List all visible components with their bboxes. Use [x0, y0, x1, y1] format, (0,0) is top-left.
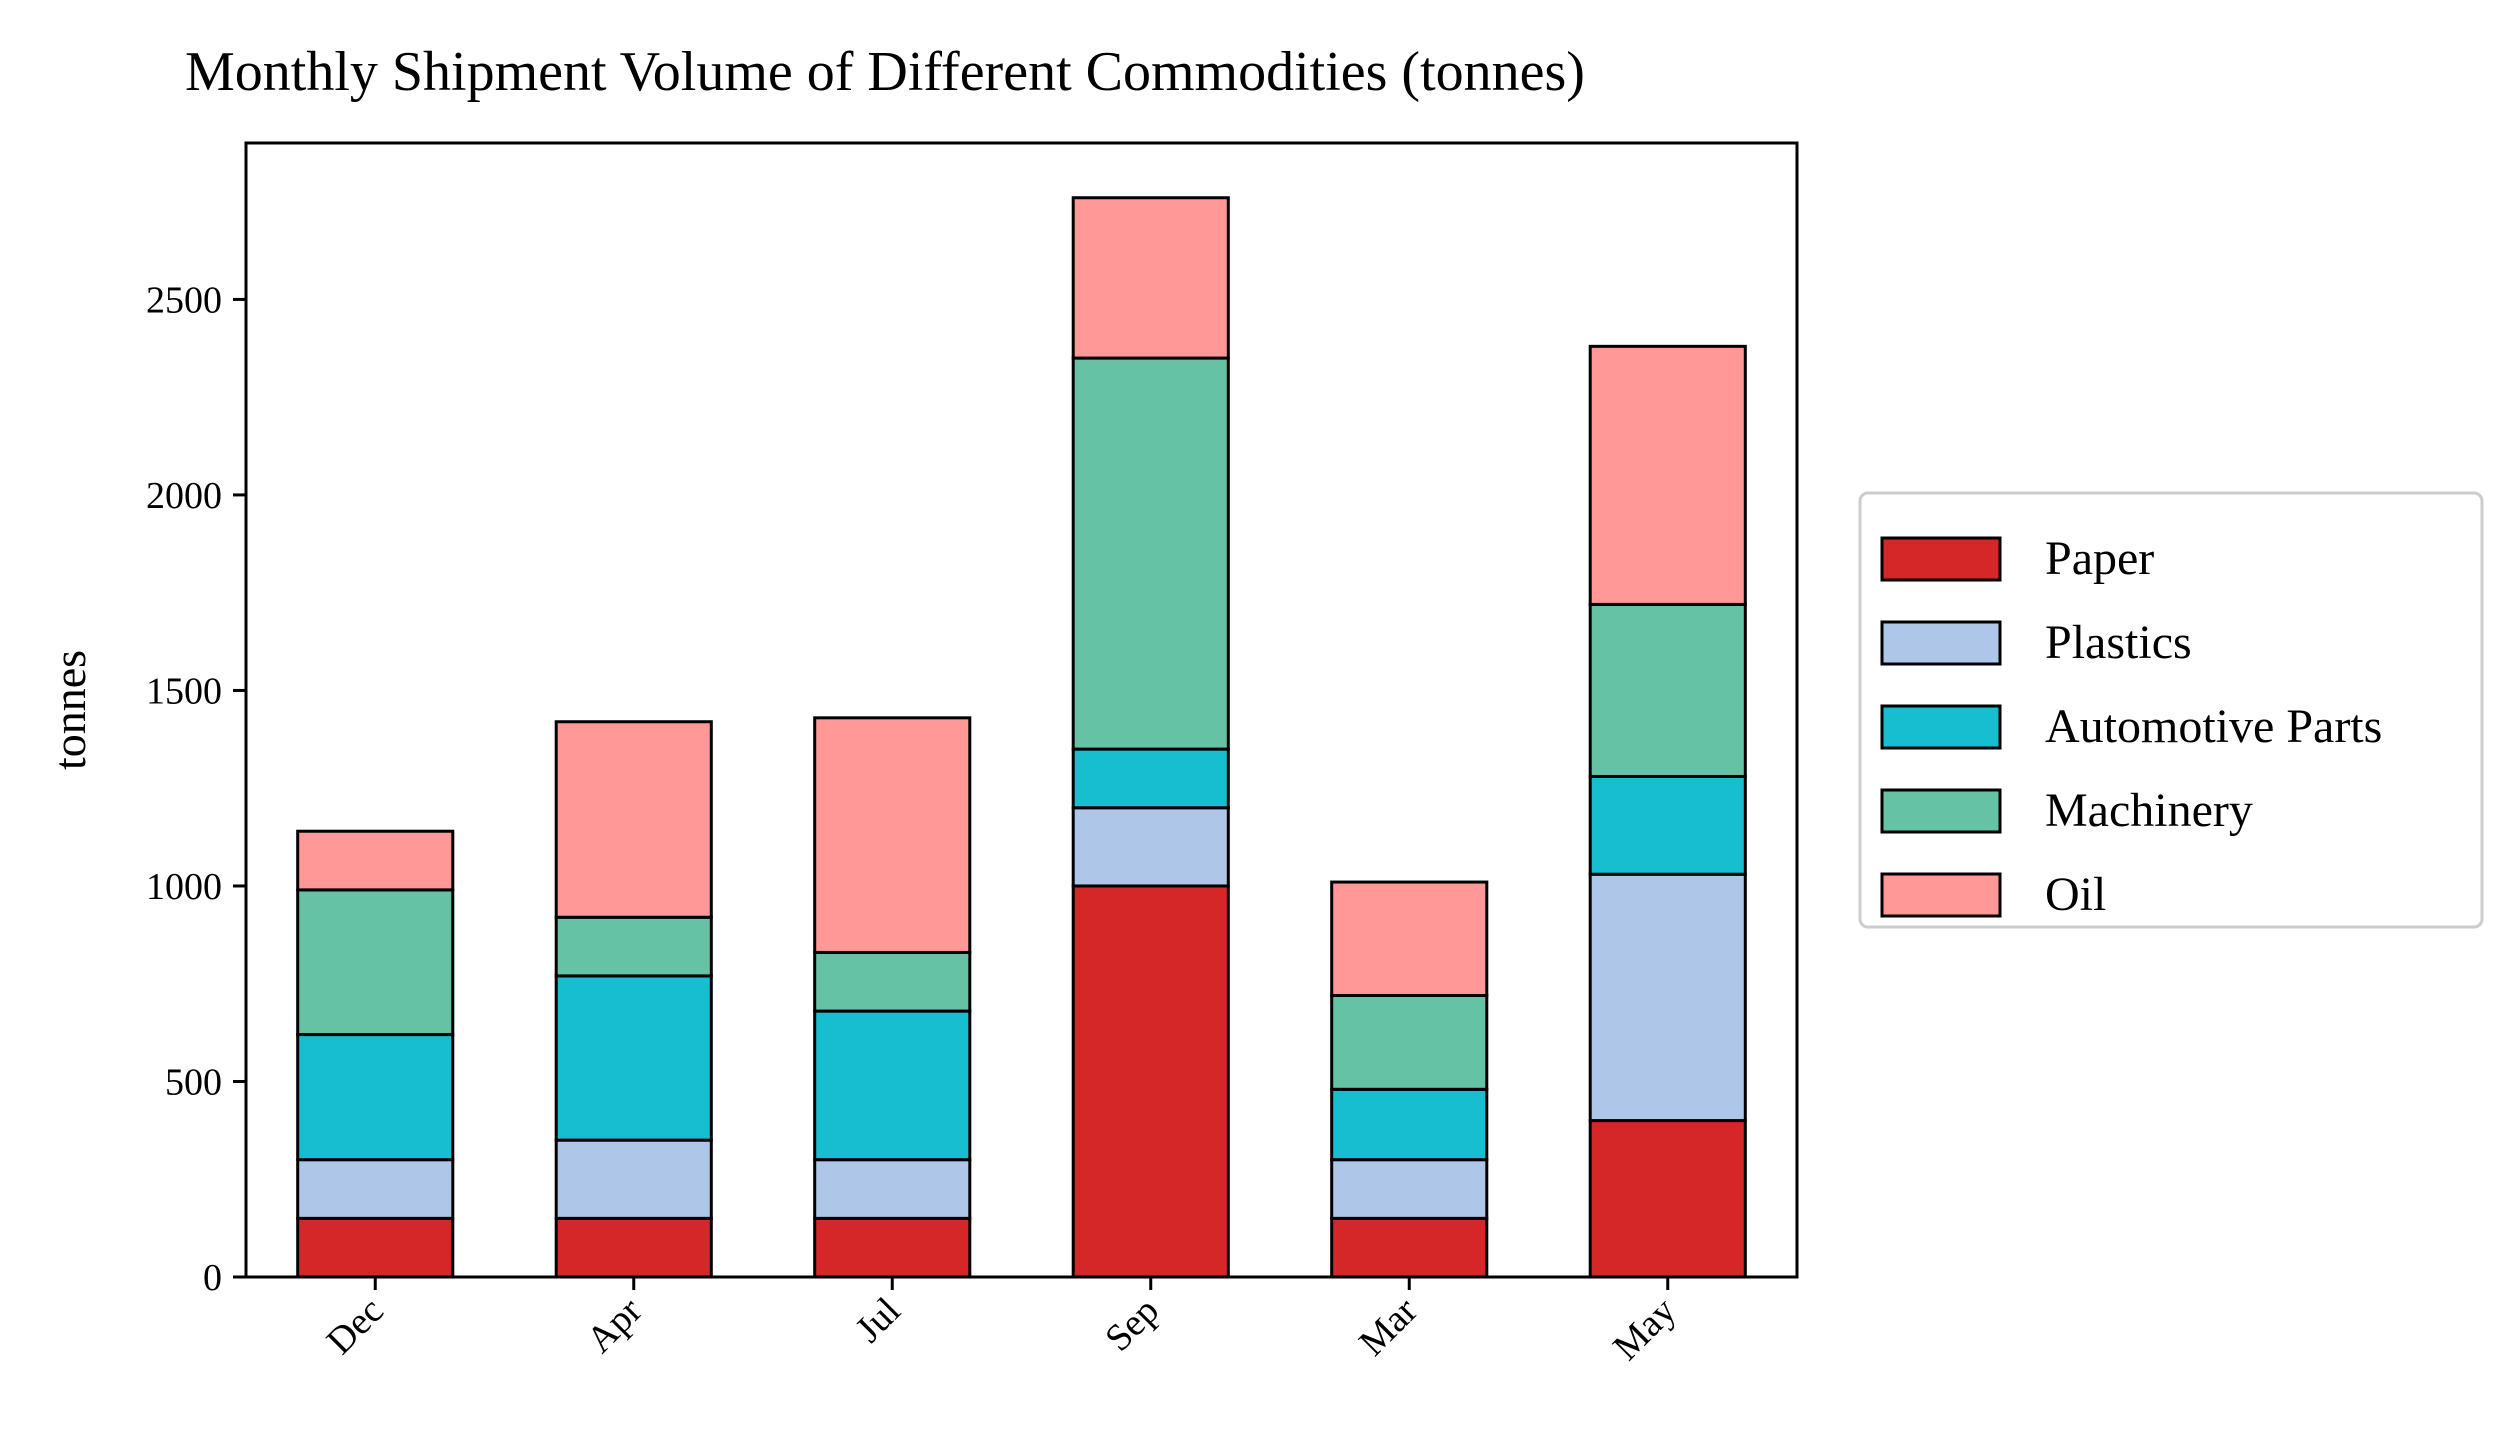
bar-plastics-sep	[1071, 806, 1230, 888]
bar-paper-may	[1588, 1119, 1747, 1279]
y-tick-label: 2000	[146, 475, 222, 517]
legend-label-plastics: Plastics	[2045, 616, 2192, 669]
legend-swatch-oil	[1880, 872, 2002, 918]
x-tick-label-mar: Mar	[1351, 1289, 1426, 1364]
y-tick-label: 1500	[146, 670, 222, 712]
bar-paper-jul	[813, 1216, 972, 1279]
x-axis: Dec Apr Jul Sep Mar May	[319, 1277, 1684, 1369]
y-tick-label: 500	[165, 1061, 222, 1103]
legend-swatch-automotive-parts	[1880, 704, 2002, 750]
y-axis-label: tonnes	[44, 650, 95, 770]
x-tick-label-may: May	[1605, 1290, 1684, 1369]
bar-plastics-may	[1588, 872, 1747, 1123]
legend-label-paper: Paper	[2045, 532, 2154, 585]
bar-oil-sep	[1071, 196, 1230, 360]
legend-label-oil: Oil	[2045, 868, 2106, 921]
bar-machinery-mar	[1330, 993, 1489, 1091]
bar-machinery-may	[1588, 602, 1747, 778]
x-tick-label-dec: Dec	[319, 1290, 392, 1363]
bar-plastics-apr	[554, 1138, 713, 1220]
bar-machinery-apr	[554, 915, 713, 978]
bar-automotive-parts-apr	[554, 974, 713, 1142]
x-tick-label-sep: Sep	[1097, 1290, 1167, 1360]
bar-automotive-parts-jul	[813, 1009, 972, 1162]
bar-machinery-sep	[1071, 356, 1230, 751]
legend-swatch-paper	[1880, 536, 2002, 582]
bar-automotive-parts-may	[1588, 774, 1747, 876]
y-axis: 0 500 1000 1500 2000 2500	[146, 279, 246, 1299]
bar-automotive-parts-dec	[296, 1033, 455, 1162]
bar-plastics-dec	[296, 1158, 455, 1220]
bar-oil-apr	[554, 720, 713, 919]
legend-box	[1858, 491, 2484, 929]
legend-swatch-plastics	[1880, 620, 2002, 666]
legend-label-machinery: Machinery	[2045, 784, 2253, 837]
bar-paper-dec	[296, 1216, 455, 1279]
bar-automotive-parts-mar	[1330, 1087, 1489, 1162]
y-tick-label: 2500	[146, 279, 222, 321]
bar-automotive-parts-sep	[1071, 747, 1230, 810]
y-tick-label: 0	[203, 1257, 222, 1299]
bar-plastics-jul	[813, 1158, 972, 1220]
bar-paper-sep	[1071, 884, 1230, 1279]
bar-oil-dec	[296, 829, 455, 892]
bar-machinery-jul	[813, 950, 972, 1013]
x-tick-label-apr: Apr	[579, 1289, 651, 1361]
bar-paper-apr	[554, 1216, 713, 1279]
legend-label-automotive-parts: Automotive Parts	[2045, 700, 2382, 753]
x-tick-label-jul: Jul	[848, 1290, 909, 1351]
y-tick-label: 1000	[146, 866, 222, 908]
bar-plastics-mar	[1330, 1158, 1489, 1220]
bar-oil-mar	[1330, 880, 1489, 997]
legend-swatch-machinery	[1880, 788, 2002, 834]
bar-oil-jul	[813, 716, 972, 954]
chart-title: Monthly Shipment Volume of Different Com…	[185, 41, 1585, 103]
legend: Paper Plastics Automotive Parts Machinery Oi…	[1858, 491, 2484, 929]
plot-area	[244, 141, 1799, 1279]
bar-oil-may	[1588, 344, 1747, 606]
plot-frame	[244, 141, 1799, 1279]
bar-paper-mar	[1330, 1216, 1489, 1279]
bar-machinery-dec	[296, 888, 455, 1037]
